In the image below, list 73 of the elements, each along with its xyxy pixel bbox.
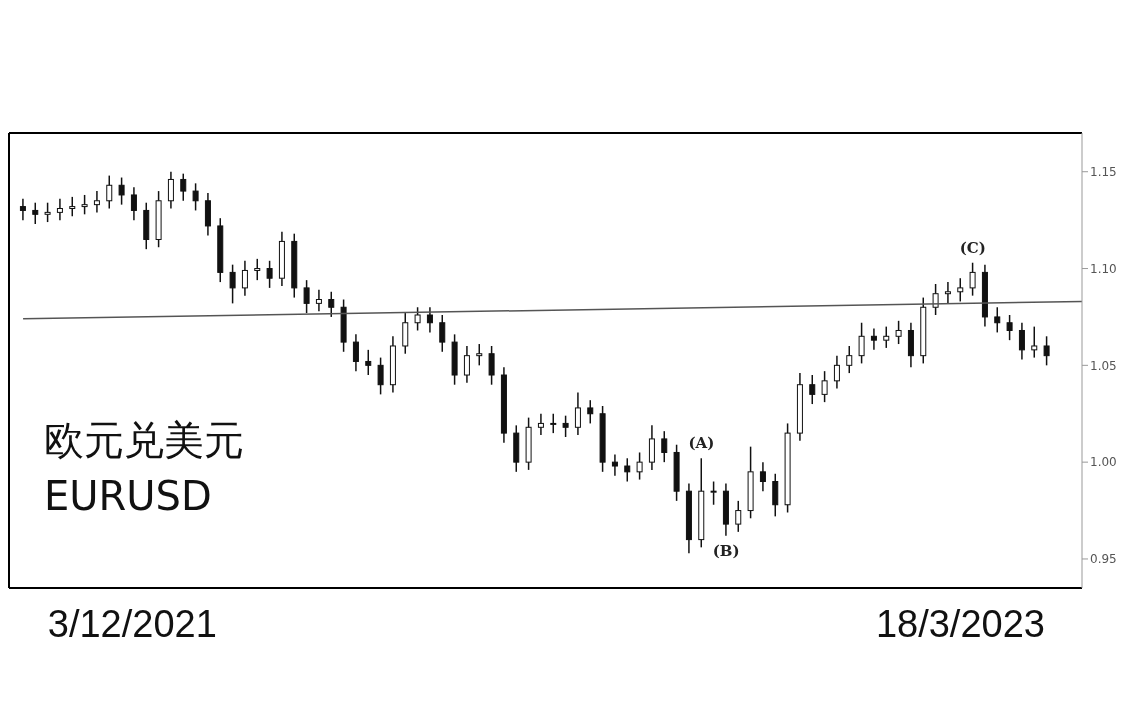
candlestick (994, 306, 1001, 334)
annotation: (B) (712, 542, 740, 561)
candlestick (303, 279, 310, 314)
candlestick (377, 356, 384, 396)
candlestick (661, 430, 668, 463)
candlestick (1006, 314, 1013, 341)
candlestick (93, 190, 100, 214)
candlestick (19, 198, 26, 221)
candlestick (180, 172, 187, 202)
annotation: (A) (688, 434, 715, 453)
candlestick (254, 258, 261, 281)
candlestick (1043, 335, 1050, 367)
x-tick-label: 3/12/2021 (47, 602, 217, 645)
y-tick-label: 0.95 (1090, 552, 1117, 567)
y-tick-label: 1.15 (1090, 164, 1117, 179)
candlestick (1031, 325, 1038, 359)
candlestick (537, 412, 544, 436)
candlestick (562, 414, 569, 438)
candlestick (821, 370, 828, 403)
candlestick (833, 354, 840, 390)
candlestick (858, 321, 865, 365)
y-tick-label: 1.10 (1090, 261, 1117, 276)
candlestick (735, 500, 742, 533)
candlestick (44, 201, 51, 223)
candlestick (414, 306, 421, 332)
candlestick (118, 176, 125, 206)
candlestick (636, 451, 643, 481)
candlestick (130, 186, 137, 221)
annotation: (C) (959, 238, 986, 257)
candlestick (587, 399, 594, 425)
candlestick (611, 453, 618, 477)
candlestick (69, 196, 76, 218)
candlestick (56, 198, 63, 221)
candlestick (969, 261, 976, 297)
candlestick (488, 345, 495, 386)
candlestick (895, 320, 902, 345)
candlestick (402, 312, 409, 355)
candlestick (463, 345, 470, 384)
candlestick (315, 289, 322, 312)
candlestick (167, 170, 174, 210)
candlestick (352, 333, 359, 372)
candlestick (624, 457, 631, 483)
candlestick (870, 327, 877, 351)
candlestick (229, 263, 236, 305)
candlestick (710, 480, 717, 506)
candlestick (772, 473, 779, 518)
candlestick (365, 349, 372, 376)
candlestick (1018, 321, 1025, 361)
y-tick-label: 1.00 (1090, 455, 1117, 470)
candlestick (574, 391, 581, 436)
candlestick (944, 281, 951, 305)
candlestick (476, 343, 483, 367)
candlestick (550, 412, 557, 434)
y-tick-label: 1.05 (1090, 358, 1117, 373)
candlestick (809, 374, 816, 405)
candlestick (32, 201, 39, 225)
candlestick (192, 182, 199, 212)
candlestick (81, 194, 88, 216)
candlestick (932, 283, 939, 316)
text: 欧元兑美元 (44, 416, 244, 465)
candlestick (883, 325, 890, 349)
candlestick (439, 314, 446, 353)
candlestick (328, 291, 335, 318)
x-tick-label: 18/3/2023 (875, 602, 1045, 645)
text: EURUSD (44, 473, 212, 519)
candlestick (957, 277, 964, 303)
candlestick (846, 345, 853, 374)
candlestick (106, 174, 113, 210)
candlestick (426, 306, 433, 334)
candlestick (648, 424, 655, 471)
candlestick (241, 260, 248, 297)
candlestick (266, 260, 273, 289)
candlestick (759, 461, 766, 492)
